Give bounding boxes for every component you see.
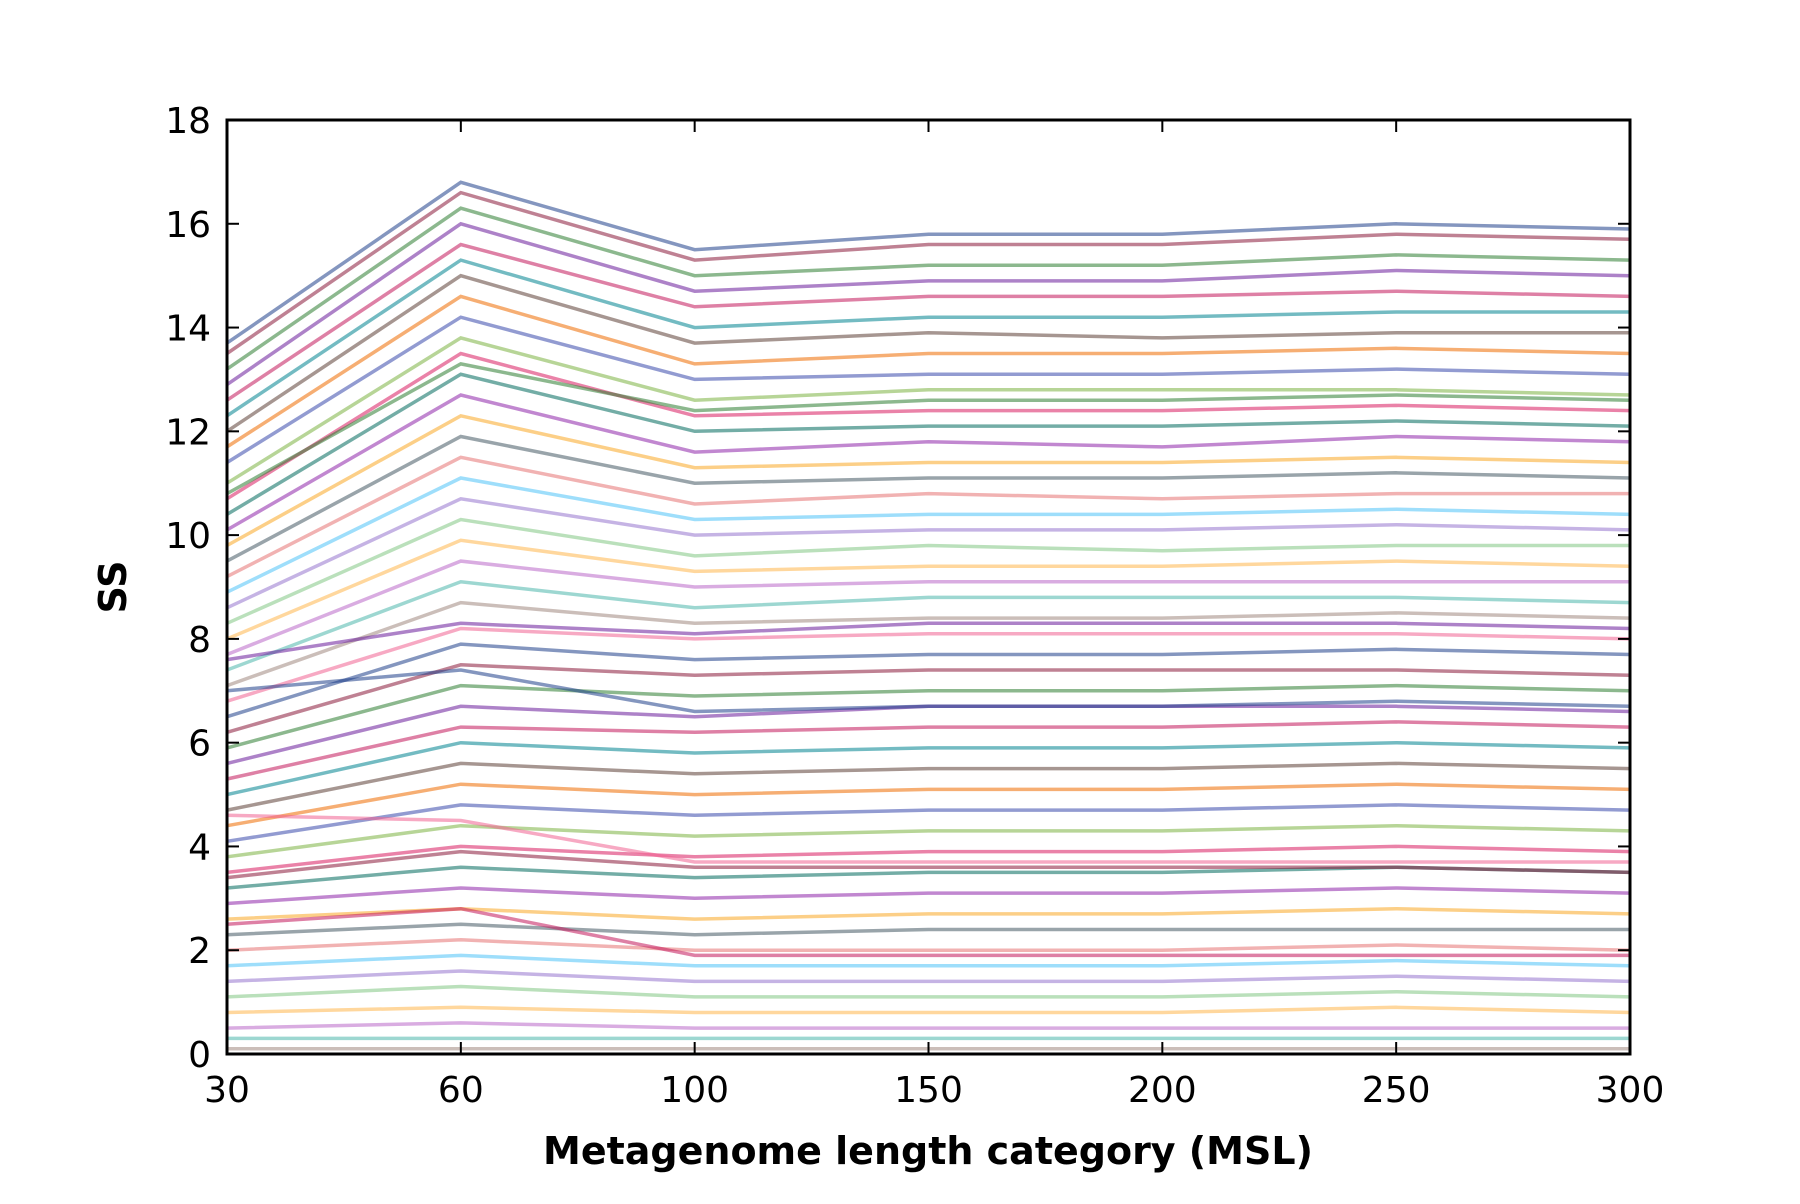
series-line-1 xyxy=(226,190,1631,355)
series-line-25 xyxy=(226,663,1631,734)
y-tick-label: 16 xyxy=(165,205,211,246)
series-line-18 xyxy=(226,517,1630,625)
y-tick-label: 0 xyxy=(188,1035,211,1076)
series-line-33 xyxy=(226,823,1631,859)
series-line-28 xyxy=(226,720,1631,781)
series-line-47 xyxy=(226,813,1630,864)
series-line-39 xyxy=(226,938,1631,952)
series-line-36 xyxy=(226,886,1631,906)
y-tick-label: 18 xyxy=(165,101,211,142)
y-axis-label: SS xyxy=(91,560,135,613)
y-tick-label: 8 xyxy=(188,620,211,661)
series-line-10 xyxy=(226,351,1631,501)
series-line-15 xyxy=(226,455,1630,579)
series-line-6 xyxy=(226,273,1630,433)
series-line-23 xyxy=(226,626,1631,703)
series-line-16 xyxy=(226,476,1631,594)
series-line-30 xyxy=(226,761,1631,812)
y-tick-label: 6 xyxy=(188,724,211,765)
series-line-11 xyxy=(226,372,1631,516)
series-line-5 xyxy=(226,258,1630,418)
series-line-49 xyxy=(226,849,1631,880)
series-line-12 xyxy=(226,393,1631,532)
series-line-3 xyxy=(226,221,1631,387)
x-tick-label: 300 xyxy=(1596,1070,1665,1111)
series-line-24 xyxy=(226,642,1631,719)
series-line-21 xyxy=(226,580,1631,672)
series-line-17 xyxy=(226,496,1631,610)
series-line-52 xyxy=(226,906,1630,958)
series-line-22 xyxy=(226,600,1631,688)
series-line-2 xyxy=(226,206,1631,371)
y-tick-label: 4 xyxy=(188,827,211,868)
tick-layer: 30 60 100 150 200 250 300 0 2 4 6 8 10 12 14 16 18 xyxy=(165,101,1664,1111)
series-line-27 xyxy=(226,704,1631,766)
x-tick-label: 150 xyxy=(894,1070,963,1111)
series-line-7 xyxy=(226,294,1631,449)
series-line-42 xyxy=(226,984,1631,999)
series-line-50 xyxy=(226,362,1631,496)
series-line-26 xyxy=(226,683,1631,750)
series-line-35 xyxy=(226,865,1631,890)
series-line-13 xyxy=(226,413,1631,548)
y-tick-label: 14 xyxy=(165,309,211,350)
series-line-19 xyxy=(226,538,1631,641)
x-tick-label: 100 xyxy=(660,1070,729,1111)
x-tick-label: 200 xyxy=(1128,1070,1197,1111)
series-line-31 xyxy=(226,782,1631,828)
series-line-0 xyxy=(226,180,1631,345)
series-line-4 xyxy=(226,242,1631,402)
series-line-34 xyxy=(226,844,1631,875)
series-line-32 xyxy=(226,803,1631,844)
x-tick-label: 250 xyxy=(1362,1070,1431,1111)
series-line-20 xyxy=(226,559,1630,657)
series-line-41 xyxy=(226,969,1631,984)
x-tick-label: 30 xyxy=(204,1070,250,1111)
series-line-38 xyxy=(226,922,1630,937)
x-tick-label: 60 xyxy=(438,1070,484,1111)
series-line-44 xyxy=(226,1021,1630,1030)
series-line-51 xyxy=(226,621,1631,662)
series-line-29 xyxy=(226,740,1631,797)
y-tick-label: 12 xyxy=(165,412,211,453)
y-tick-label: 10 xyxy=(165,516,211,557)
series-line-43 xyxy=(226,1005,1631,1015)
series-line-48 xyxy=(226,668,1631,714)
series-line-9 xyxy=(226,336,1631,485)
x-axis-label: Metagenome length category (MSL) xyxy=(543,1129,1313,1173)
y-tick-label: 2 xyxy=(188,931,211,972)
series-layer xyxy=(226,180,1631,1051)
series-line-40 xyxy=(226,953,1631,968)
series-line-8 xyxy=(226,315,1631,464)
series-line-14 xyxy=(226,434,1631,563)
